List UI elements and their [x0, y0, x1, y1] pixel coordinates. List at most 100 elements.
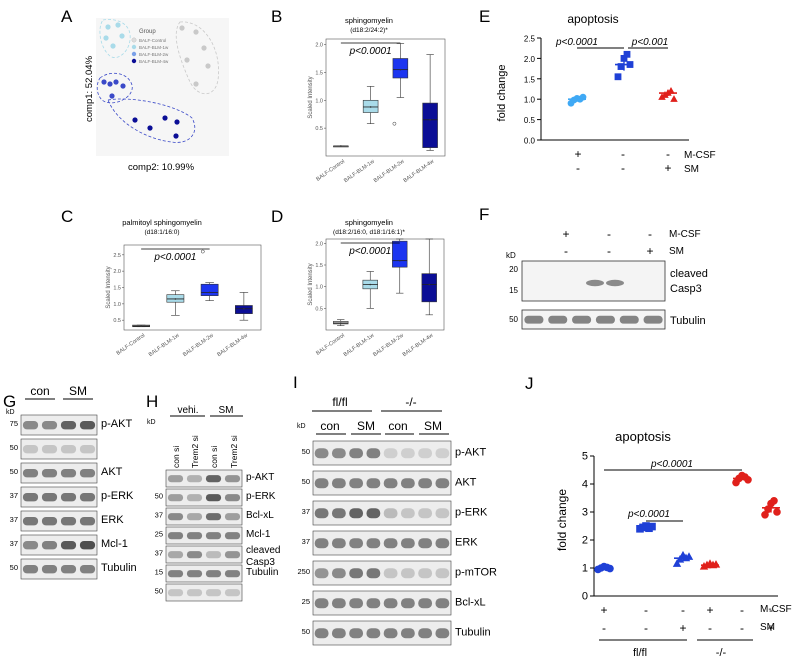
blot-band — [418, 538, 433, 549]
y-tick-label: 2.0 — [113, 269, 121, 275]
data-point — [761, 511, 769, 519]
boxplot-c: 0.5 1.0 1.5 2.0 2.5 Scaled Intensity BALF-Cont… — [106, 244, 262, 358]
j-mcsf-sign: - — [644, 603, 648, 617]
panel-b: B sphingomyelin (d18:2/24:2)* 0.5 1.0 1.5 2… — [271, 7, 446, 184]
category-label: BALF-BLM-4w — [402, 333, 435, 358]
blot-band — [418, 448, 433, 459]
mean-dot — [140, 325, 142, 327]
panel-label-b: B — [271, 7, 282, 26]
blot-band — [22, 421, 39, 430]
pvalue-j-1: p<0.0001 — [627, 509, 670, 520]
data-point — [670, 95, 678, 102]
mw-marker: 250 — [297, 567, 310, 576]
mw-marker: 37 — [10, 491, 18, 500]
blot-label: Tubulin — [101, 562, 137, 574]
y-tick-label: 1.0 — [524, 96, 536, 105]
y-tick-label: 5 — [582, 451, 588, 463]
chart-j-ylabel: fold change — [555, 489, 569, 551]
blot-band — [60, 493, 77, 502]
blot-band — [435, 568, 450, 579]
blot-band — [595, 315, 615, 324]
blot-band — [186, 570, 203, 578]
blot-band — [22, 565, 39, 574]
blot-band — [366, 538, 381, 549]
blot-band — [383, 598, 398, 609]
blot-band — [79, 445, 96, 454]
chart-e-title: apoptosis — [567, 12, 618, 26]
blot-band — [349, 598, 364, 609]
blot-band — [643, 315, 663, 324]
blot-band — [186, 551, 203, 559]
legend-item-4w: BALF-BLM-4w — [139, 59, 169, 64]
y-tick-label: 1.0 — [315, 98, 323, 104]
pca-point — [162, 115, 168, 121]
blot-band — [60, 565, 77, 574]
blot-band — [186, 494, 203, 502]
blot-label: p-AKT — [455, 446, 486, 458]
pca-point — [173, 133, 179, 139]
blot-band — [314, 448, 329, 459]
blot-band — [22, 517, 39, 526]
pvalue-e-2: p<0.001 — [631, 37, 668, 48]
blot-band — [60, 421, 77, 430]
pca-point — [174, 119, 180, 125]
e-mcsf-label: M-CSF — [684, 150, 716, 161]
blot-band — [314, 508, 329, 519]
mean-dot — [340, 145, 342, 147]
blot-strip — [20, 414, 98, 436]
blot-band — [366, 508, 381, 519]
blot-band — [79, 421, 96, 430]
j-sm-sign: - — [602, 621, 606, 635]
2w-cluster-ellipse — [96, 72, 133, 104]
mw-marker: 50 — [10, 563, 18, 572]
box-b-title-2: (d18:2/24:2)* — [350, 27, 388, 34]
blot-band — [400, 568, 415, 579]
data-point — [672, 559, 682, 567]
blot-band — [79, 517, 96, 526]
j-mcsf-label: M-CSF — [760, 604, 792, 615]
mean-dot — [399, 68, 402, 71]
blot-label: Mcl-1 — [101, 538, 128, 550]
blot-label: AKT — [455, 476, 477, 488]
j-sm-sign: - — [644, 621, 648, 635]
data-point — [744, 476, 752, 484]
blot-band — [400, 448, 415, 459]
pca-points — [101, 22, 211, 139]
category-label: BALF-BLM-2w — [372, 333, 405, 358]
y-tick-label: 0.0 — [524, 137, 536, 146]
blot-band — [205, 570, 222, 578]
pca-point — [103, 35, 109, 41]
f-label-tubulin: Tubulin — [670, 315, 706, 327]
y-tick-label: 0.5 — [315, 306, 323, 312]
blot-strip — [165, 469, 243, 488]
panel-i: I kD fl/fl -/- con SM con SM 50 p-AKT 50 AK… — [293, 373, 497, 646]
boxplot-b: 0.5 1.0 1.5 2.0 Scaled Intensity BALF-Control… — [308, 38, 446, 184]
blot-band — [167, 513, 184, 521]
blot-band — [41, 565, 58, 574]
blot-band — [331, 478, 346, 489]
blot-band — [418, 568, 433, 579]
blot-band — [205, 494, 222, 502]
i-group-sm-1: SM — [357, 419, 375, 433]
blot-band — [224, 532, 241, 540]
j-mcsf-sign: - — [769, 603, 773, 617]
f-mcsf-label: M-CSF — [669, 229, 701, 240]
panel-label-h: H — [146, 392, 158, 411]
blot-band — [60, 469, 77, 478]
blot-strip — [165, 507, 243, 526]
f-sm-label: SM — [669, 246, 684, 257]
panel-label-e: E — [479, 7, 490, 26]
y-tick-label: 1.5 — [315, 70, 323, 76]
chart-j-title: apoptosis — [615, 429, 671, 444]
panel-f: F + - - M-CSF - - + SM kD 20 15 50 cleav… — [479, 205, 708, 330]
box — [235, 305, 253, 314]
pca-point — [101, 79, 107, 85]
blot-band — [186, 475, 203, 483]
category-label: BALF-Control — [315, 159, 346, 183]
blot-label: Bcl-xL — [455, 596, 486, 608]
h-kd: kD — [147, 419, 156, 426]
blot-band — [79, 565, 96, 574]
blot-label: p-AKT — [246, 472, 274, 483]
blot-band — [22, 541, 39, 550]
